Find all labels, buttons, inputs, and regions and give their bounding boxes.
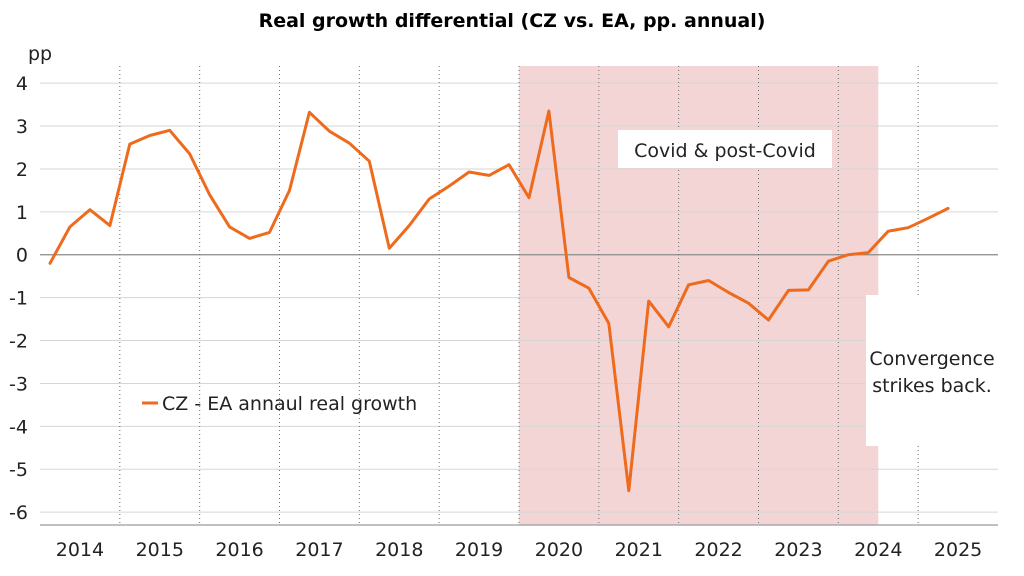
y-tick-label: -2 bbox=[9, 331, 28, 353]
y-tick-label: -6 bbox=[9, 502, 28, 524]
y-tick-label: -5 bbox=[9, 459, 28, 481]
annotation-text-convergence-line: Convergence bbox=[869, 348, 994, 370]
annotation-layer: Covid & post-Covid Convergence strikes bac… bbox=[618, 130, 998, 446]
annotation-text-covid: Covid & post-Covid bbox=[634, 140, 816, 162]
x-tick-label: 2015 bbox=[136, 539, 184, 561]
x-tick-label: 2024 bbox=[854, 539, 902, 561]
y-tick-label: 2 bbox=[16, 159, 28, 181]
y-tick-label: 3 bbox=[16, 116, 28, 138]
x-tick-label: 2022 bbox=[694, 539, 742, 561]
x-tick-label: 2020 bbox=[535, 539, 583, 561]
series-layer bbox=[48, 109, 950, 493]
x-tick-label: 2019 bbox=[455, 539, 503, 561]
y-tick-label: 0 bbox=[16, 245, 28, 267]
axis-layer: 4 3 2 1 0 -1 -2 -3 -4 -5 -6 pp 2014 2015 2016 2017 2018 2… bbox=[9, 43, 998, 561]
y-axis-unit-label: pp bbox=[28, 43, 52, 65]
legend-label: CZ - EA annaul real growth bbox=[162, 393, 417, 415]
y-tick-label: -4 bbox=[9, 416, 28, 438]
annotation-text-convergence-line: strikes back. bbox=[872, 375, 992, 397]
x-tick-label: 2016 bbox=[215, 539, 263, 561]
y-tick-label: -3 bbox=[9, 373, 28, 395]
y-tick-label: 1 bbox=[16, 202, 28, 224]
annotation-box-convergence bbox=[866, 295, 998, 446]
legend: CZ - EA annaul real growth bbox=[142, 393, 417, 415]
annotation-box-covid bbox=[618, 130, 832, 168]
x-tick-label: 2023 bbox=[774, 539, 822, 561]
x-tick-label: 2025 bbox=[934, 539, 982, 561]
chart-title: Real growth differential (CZ vs. EA, pp.… bbox=[258, 10, 766, 32]
x-tick-label: 2014 bbox=[56, 539, 104, 561]
x-tick-label: 2018 bbox=[375, 539, 423, 561]
x-tick-label: 2017 bbox=[295, 539, 343, 561]
x-tick-label: 2021 bbox=[615, 539, 663, 561]
series-line-0 bbox=[48, 109, 950, 493]
y-tick-label: 4 bbox=[16, 73, 28, 95]
y-tick-label: -1 bbox=[9, 288, 28, 310]
